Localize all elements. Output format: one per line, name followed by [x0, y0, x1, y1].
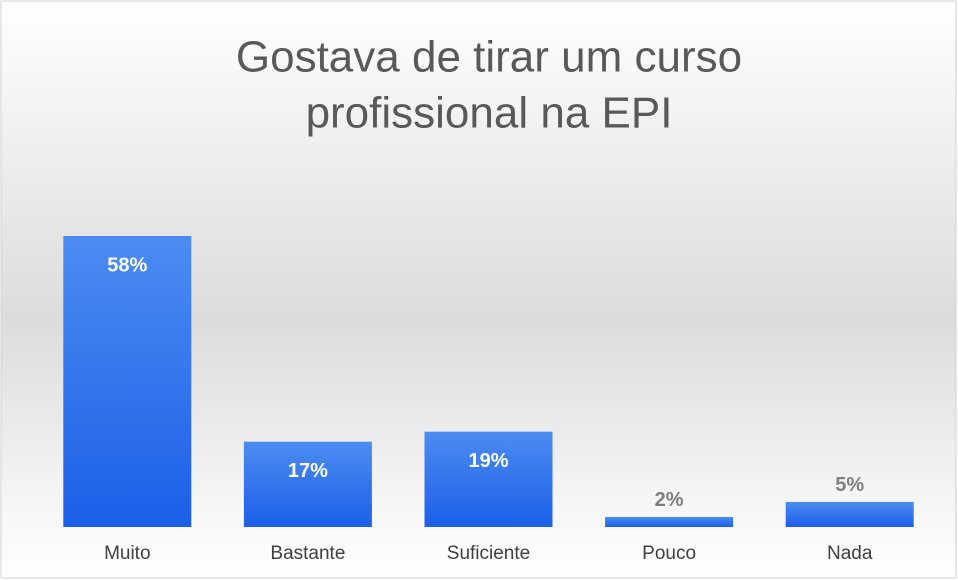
bar	[605, 516, 734, 527]
chart-title: Gostava de tirar um curso	[236, 33, 742, 82]
chart-title: profissional na EPI	[306, 89, 673, 138]
data-label: 17%	[288, 460, 328, 482]
data-label: 2%	[655, 489, 684, 511]
bar	[63, 236, 192, 527]
bar	[424, 431, 553, 527]
x-tick-label: Muito	[104, 543, 150, 564]
data-label: 58%	[107, 254, 147, 276]
x-tick-label: Suficiente	[447, 543, 530, 564]
bar	[785, 501, 914, 527]
data-label: 19%	[468, 450, 508, 472]
x-tick-label: Pouco	[642, 543, 696, 564]
bar	[243, 441, 372, 527]
x-tick-label: Bastante	[270, 543, 345, 564]
x-tick-label: Nada	[827, 543, 873, 564]
data-label: 5%	[835, 474, 864, 496]
